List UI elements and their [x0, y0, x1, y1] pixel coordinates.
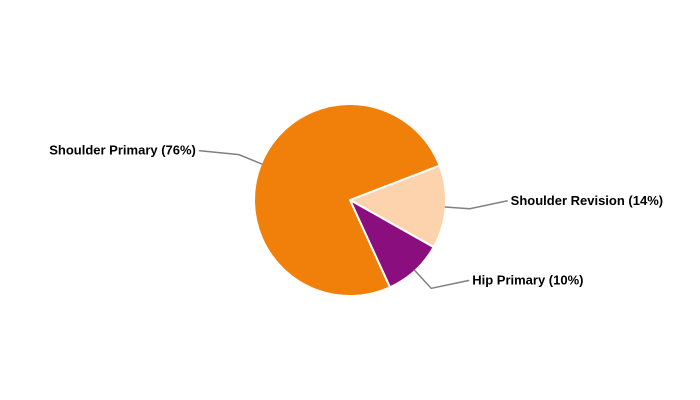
leader-line-shoulder-revision — [444, 200, 508, 210]
leader-line-hip-primary — [413, 269, 470, 290]
leader-line-shoulder-primary — [198, 149, 263, 165]
slice-label-shoulder-revision: Shoulder Revision (14%) — [511, 193, 663, 208]
slice-label-hip-primary: Hip Primary (10%) — [472, 272, 583, 287]
slice-label-shoulder-primary: Shoulder Primary (76%) — [49, 143, 196, 158]
